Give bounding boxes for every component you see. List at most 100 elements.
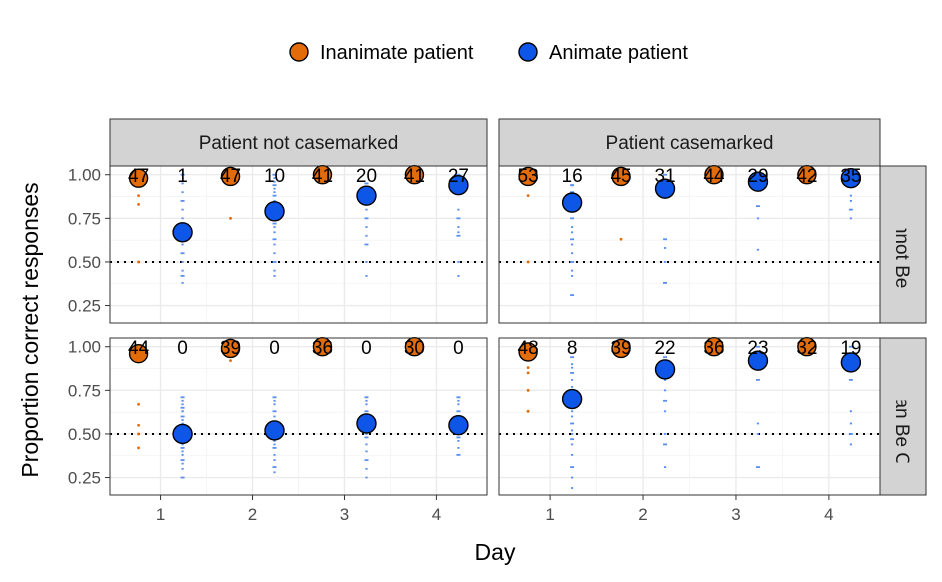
raw-point-inanimate bbox=[526, 409, 530, 413]
count-label: 53 bbox=[518, 166, 539, 187]
count-label: 31 bbox=[654, 166, 675, 187]
raw-point-animate bbox=[272, 261, 277, 263]
raw-point-animate bbox=[849, 410, 852, 413]
raw-point-animate bbox=[663, 356, 668, 359]
raw-point-inanimate bbox=[229, 216, 232, 220]
mean-point-inanimate bbox=[220, 166, 241, 187]
raw-point-animate bbox=[273, 269, 276, 272]
raw-point-inanimate bbox=[137, 260, 140, 264]
raw-point-animate bbox=[273, 199, 276, 202]
count-label: 8 bbox=[567, 338, 578, 359]
raw-point-animate bbox=[273, 226, 276, 228]
y-tick-label: 0.25 bbox=[68, 469, 101, 488]
raw-point-animate bbox=[273, 471, 276, 474]
raw-point-inanimate bbox=[229, 359, 232, 363]
raw-point-animate bbox=[180, 173, 185, 176]
count-label: 0 bbox=[269, 338, 280, 359]
raw-point-animate bbox=[180, 415, 185, 418]
raw-point-animate bbox=[848, 433, 853, 435]
count-label: 23 bbox=[747, 338, 768, 359]
raw-point-animate bbox=[456, 234, 461, 237]
raw-point-animate bbox=[181, 182, 184, 185]
count-label: 29 bbox=[747, 166, 768, 187]
raw-point-animate bbox=[180, 252, 185, 255]
raw-point-animate bbox=[756, 433, 760, 435]
raw-point-animate bbox=[571, 226, 574, 228]
count-label: 41 bbox=[312, 166, 333, 187]
raw-point-animate bbox=[755, 466, 760, 468]
raw-point-animate bbox=[663, 261, 667, 263]
raw-point-animate bbox=[273, 191, 276, 194]
count-label: 35 bbox=[840, 166, 861, 187]
column-strip-label: Patient not casemarked bbox=[199, 133, 399, 154]
y-tick-label: 0.75 bbox=[68, 209, 101, 228]
raw-point-animate bbox=[365, 226, 368, 228]
panel-border bbox=[109, 165, 488, 324]
raw-point-animate bbox=[364, 396, 369, 399]
raw-point-animate bbox=[181, 410, 184, 413]
raw-point-animate bbox=[570, 356, 575, 359]
raw-point-animate bbox=[849, 422, 852, 425]
raw-point-animate bbox=[570, 261, 575, 263]
raw-point-animate bbox=[570, 217, 575, 220]
count-label: 19 bbox=[840, 338, 861, 359]
y-tick-label: 1.00 bbox=[68, 338, 101, 357]
raw-point-animate bbox=[570, 191, 575, 194]
raw-point-animate bbox=[180, 275, 185, 277]
raw-point-animate bbox=[570, 294, 575, 296]
raw-point-animate bbox=[181, 208, 184, 211]
raw-point-animate bbox=[365, 443, 368, 446]
mean-point-animate bbox=[747, 350, 769, 371]
raw-point-animate bbox=[364, 436, 369, 439]
raw-point-animate bbox=[571, 252, 574, 255]
raw-point-animate bbox=[663, 281, 668, 284]
count-label: 47 bbox=[128, 166, 149, 187]
count-label: 47 bbox=[220, 166, 241, 187]
raw-point-animate bbox=[272, 447, 277, 449]
raw-point-animate bbox=[848, 378, 853, 381]
raw-point-animate bbox=[365, 467, 368, 470]
raw-point-animate bbox=[457, 275, 460, 277]
raw-point-animate bbox=[273, 177, 276, 180]
raw-point-animate bbox=[570, 238, 575, 241]
raw-point-animate bbox=[456, 396, 461, 399]
raw-point-animate bbox=[181, 443, 184, 446]
raw-point-animate bbox=[365, 433, 368, 435]
count-label: 20 bbox=[356, 166, 377, 187]
raw-point-inanimate bbox=[526, 371, 530, 375]
x-tick-label: 4 bbox=[432, 505, 441, 524]
raw-point-inanimate bbox=[137, 432, 140, 436]
count-label: 36 bbox=[312, 338, 333, 359]
raw-point-inanimate bbox=[526, 194, 530, 198]
raw-point-animate bbox=[456, 410, 461, 413]
raw-point-animate bbox=[571, 378, 574, 381]
count-label: 48 bbox=[518, 338, 539, 359]
count-label: 42 bbox=[796, 166, 817, 187]
raw-point-animate bbox=[272, 194, 277, 197]
count-label: 39 bbox=[610, 338, 631, 359]
mean-point-animate bbox=[264, 420, 285, 441]
raw-point-animate bbox=[273, 252, 276, 255]
count-label: 44 bbox=[128, 338, 150, 359]
raw-point-animate bbox=[848, 208, 853, 211]
panel-border bbox=[109, 337, 488, 496]
raw-point-animate bbox=[663, 466, 667, 468]
mean-point-animate bbox=[356, 185, 377, 206]
mean-point-animate bbox=[448, 174, 469, 196]
raw-point-animate bbox=[180, 396, 185, 399]
mean-point-inanimate bbox=[220, 338, 241, 359]
raw-point-animate bbox=[849, 199, 852, 202]
raw-point-animate bbox=[181, 467, 184, 470]
raw-point-animate bbox=[457, 403, 460, 406]
raw-point-animate bbox=[849, 443, 852, 446]
mean-point-animate bbox=[172, 222, 193, 243]
raw-point-animate bbox=[571, 231, 574, 234]
raw-point-inanimate bbox=[526, 366, 530, 370]
count-label: 0 bbox=[361, 338, 372, 359]
raw-point-animate bbox=[571, 476, 574, 479]
raw-point-animate bbox=[849, 194, 852, 197]
raw-point-animate bbox=[273, 187, 276, 190]
raw-point-inanimate bbox=[137, 423, 140, 427]
raw-point-animate bbox=[365, 208, 368, 211]
raw-point-inanimate bbox=[526, 260, 530, 264]
